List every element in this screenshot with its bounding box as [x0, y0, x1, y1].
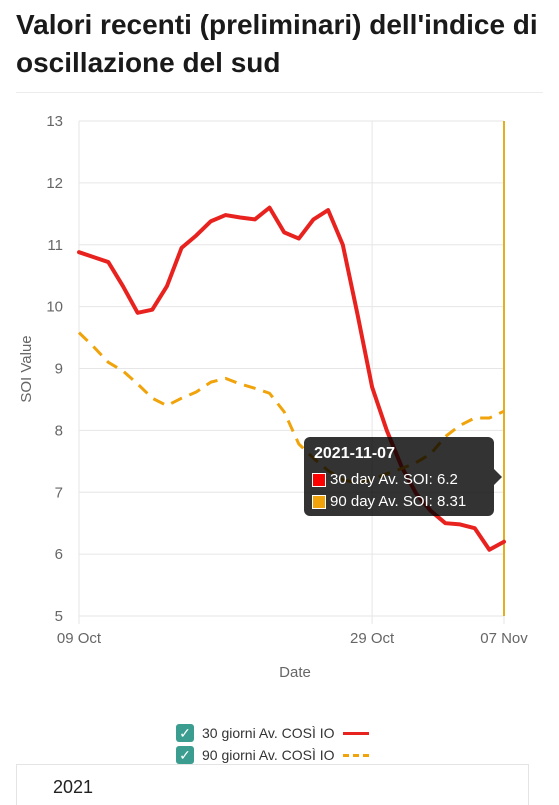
tooltip-row-90day: 90 day Av. SOI: 8.31: [312, 491, 486, 513]
tooltip-text-90day: 90 day Av. SOI: 8.31: [330, 493, 467, 510]
x-tick-label: 09 Oct: [57, 630, 102, 647]
chart-grid: [78, 120, 505, 624]
tooltip-text-30day: 30 day Av. SOI: 6.2: [330, 471, 458, 488]
legend-line-solid: [342, 731, 369, 735]
y-tick-label: 10: [46, 299, 63, 316]
x-tick-label: 29 Oct: [350, 630, 395, 647]
y-tick-label: 8: [55, 422, 63, 439]
y-tick-label: 13: [46, 113, 63, 130]
chart-legend: ✓ 30 giorni Av. COSÌ IO ✓ 90 giorni Av. …: [176, 722, 369, 766]
tooltip-swatch-30day: [312, 473, 326, 487]
y-tick-label: 11: [47, 237, 63, 254]
title-divider: [16, 92, 543, 93]
x-axis-title: Date: [279, 664, 311, 681]
y-tick-label: 6: [55, 546, 63, 563]
y-tick-label: 7: [55, 484, 63, 501]
y-axis-ticks: 5 6 7 8 9 10 11 12 13: [46, 113, 63, 625]
y-tick-label: 12: [46, 175, 63, 192]
tooltip-swatch-90day: [312, 495, 326, 509]
legend-item-90day[interactable]: ✓ 90 giorni Av. COSÌ IO: [176, 744, 369, 766]
tooltip-title: 2021-11-07: [314, 445, 395, 462]
x-tick-label: 07 Nov: [480, 630, 528, 647]
checkbox-checked-icon[interactable]: ✓: [176, 746, 194, 764]
x-axis-ticks: 09 Oct 29 Oct 07 Nov: [57, 630, 528, 647]
y-tick-label: 5: [55, 608, 63, 625]
legend-label-30day: 30 giorni Av. COSÌ IO: [202, 725, 335, 741]
tooltip-row-30day: 30 day Av. SOI: 6.2: [312, 469, 486, 491]
checkbox-checked-icon[interactable]: ✓: [176, 724, 194, 742]
year-selector[interactable]: 2021: [16, 764, 529, 805]
legend-label-90day: 90 giorni Av. COSÌ IO: [202, 747, 335, 763]
y-axis-title: SOI Value: [18, 335, 35, 402]
chart-tooltip: 2021-11-07 30 day Av. SOI: 6.2 90 day Av…: [304, 437, 502, 516]
legend-item-30day[interactable]: ✓ 30 giorni Av. COSÌ IO: [176, 722, 369, 744]
page-title: Valori recenti (preliminari) dell'indice…: [16, 9, 538, 78]
legend-line-dashed: [342, 753, 369, 757]
year-label: 2021: [53, 777, 94, 797]
y-tick-label: 9: [55, 361, 63, 378]
